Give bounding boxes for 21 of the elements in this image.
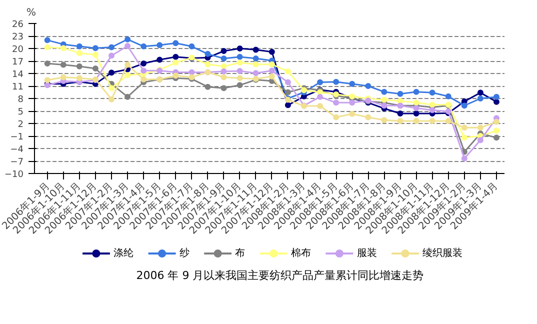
- y-tick-label: 17: [12, 58, 24, 68]
- legend-label: 涤纶: [114, 247, 134, 259]
- y-tick-label: 14: [12, 70, 24, 80]
- text: 2006 年 9 月以来我国主要纺织产品产量累计同比增速走势: [136, 269, 424, 282]
- legend-label: 服装: [356, 247, 377, 259]
- legend-label: 棉布: [290, 247, 311, 259]
- legend-label: 绫织服装: [422, 247, 463, 259]
- y-tick-label: 20: [12, 45, 24, 55]
- legend-label: 布: [235, 247, 246, 259]
- y-tick-label: −4: [10, 145, 24, 155]
- y-tick-label: 26: [12, 20, 24, 30]
- y-tick-label: −1: [10, 132, 24, 142]
- y-tick-label: 5: [18, 108, 24, 118]
- y-tick-label: 23: [12, 32, 24, 42]
- y-tick-label: 2: [18, 120, 24, 130]
- y-tick-label: 8: [18, 95, 24, 105]
- y-tick-label: −10: [4, 170, 24, 180]
- y-tick-label: 11: [12, 82, 24, 92]
- legend-label: 纱: [179, 247, 190, 259]
- y-tick-label: −7: [10, 158, 24, 168]
- y-axis-title: %: [26, 8, 36, 18]
